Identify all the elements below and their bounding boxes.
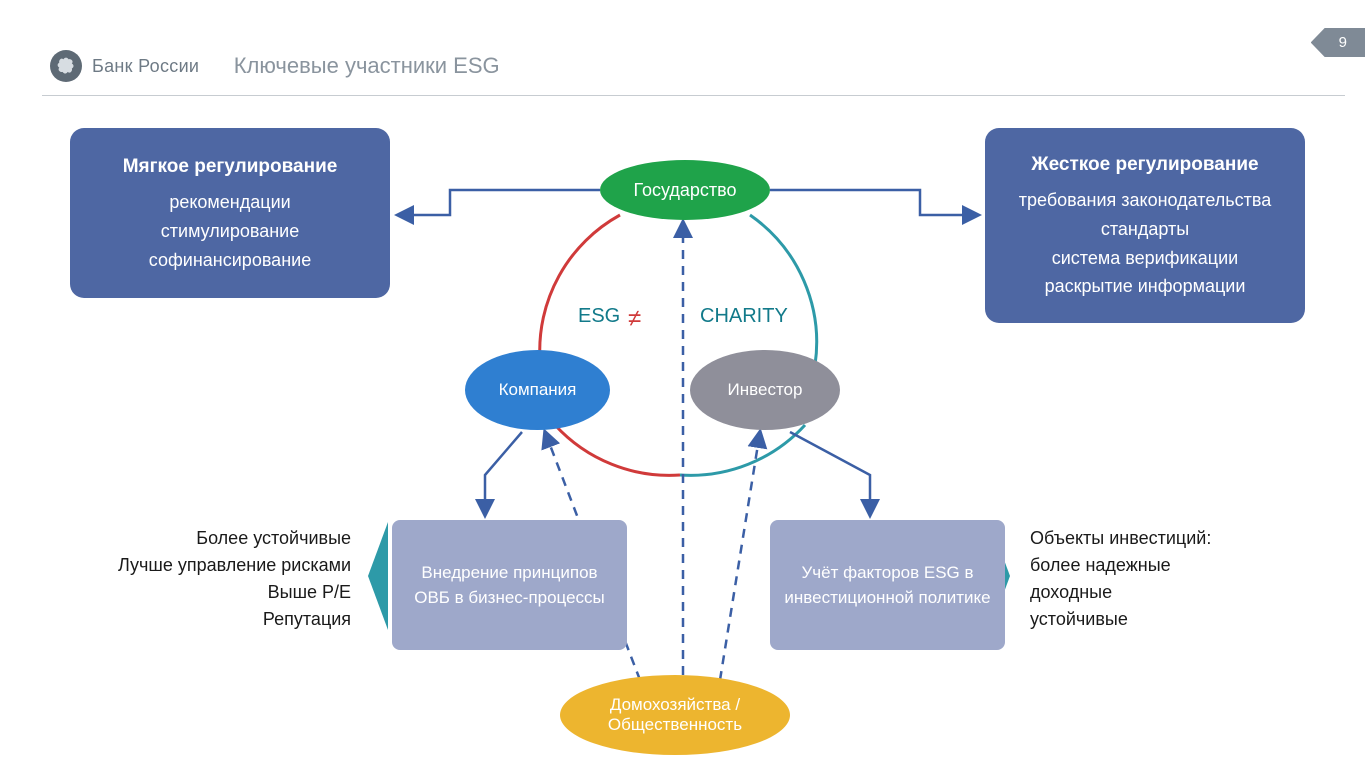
diagram-connectors	[0, 0, 1365, 768]
header-divider	[42, 95, 1345, 96]
hard-box-title: Жесткое регулирование	[1019, 150, 1271, 180]
label-esg: ESG	[578, 305, 620, 328]
header: Банк России Ключевые участники ESG	[50, 50, 1325, 82]
brand-text: Банк России	[92, 56, 199, 77]
hard-box-line: стандарты	[1019, 215, 1271, 244]
label-charity: CHARITY	[700, 305, 788, 328]
label-neq: ≠	[628, 305, 641, 333]
right-text-line: Объекты инвестиций:	[1030, 525, 1211, 552]
left-text-line: Репутация	[118, 606, 351, 633]
sidebox-company: Внедрение принципов ОВБ в бизнес-процесс…	[392, 520, 627, 650]
slide: 9 Банк России Ключевые участники ESG	[0, 0, 1365, 768]
left-text-line: Лучше управление рисками	[118, 552, 351, 579]
logo-area: Банк России	[50, 50, 199, 82]
sidebox-investor: Учёт факторов ESG в инвестиционной полит…	[770, 520, 1005, 650]
soft-box-line: рекомендации	[123, 188, 338, 217]
hard-box-line: система верификации	[1019, 244, 1271, 273]
node-company-label: Компания	[499, 380, 577, 400]
left-text-line: Более устойчивые	[118, 525, 351, 552]
households-line2: Общественность	[608, 715, 742, 735]
hard-box-line: раскрытие информации	[1019, 272, 1271, 301]
node-households: Домохозяйства / Общественность	[560, 675, 790, 755]
soft-box-line: софинансирование	[123, 246, 338, 275]
right-benefits-text: Объекты инвестиций: более надежные доход…	[1030, 525, 1211, 633]
right-text-line: более надежные	[1030, 552, 1211, 579]
bank-logo-icon	[50, 50, 82, 82]
households-line1: Домохозяйства /	[608, 695, 742, 715]
node-investor: Инвестор	[690, 350, 840, 430]
sidebox-investor-text: Учёт факторов ESG в инвестиционной полит…	[780, 560, 995, 611]
right-text-line: устойчивые	[1030, 606, 1211, 633]
left-text-line: Выше P/E	[118, 579, 351, 606]
soft-regulation-box: Мягкое регулирование рекомендации стимул…	[70, 128, 390, 298]
node-investor-label: Инвестор	[728, 380, 803, 400]
soft-box-title: Мягкое регулирование	[123, 152, 338, 182]
hard-regulation-box: Жесткое регулирование требования законод…	[985, 128, 1305, 323]
node-government: Государство	[600, 160, 770, 220]
soft-box-line: стимулирование	[123, 217, 338, 246]
sidebox-company-text: Внедрение принципов ОВБ в бизнес-процесс…	[402, 560, 617, 611]
right-text-line: доходные	[1030, 579, 1211, 606]
left-benefits-text: Более устойчивые Лучше управление рискам…	[118, 525, 351, 633]
slide-title: Ключевые участники ESG	[234, 53, 500, 79]
node-government-label: Государство	[633, 180, 736, 201]
page-number: 9	[1339, 34, 1347, 51]
node-company: Компания	[465, 350, 610, 430]
hard-box-line: требования законодательства	[1019, 186, 1271, 215]
